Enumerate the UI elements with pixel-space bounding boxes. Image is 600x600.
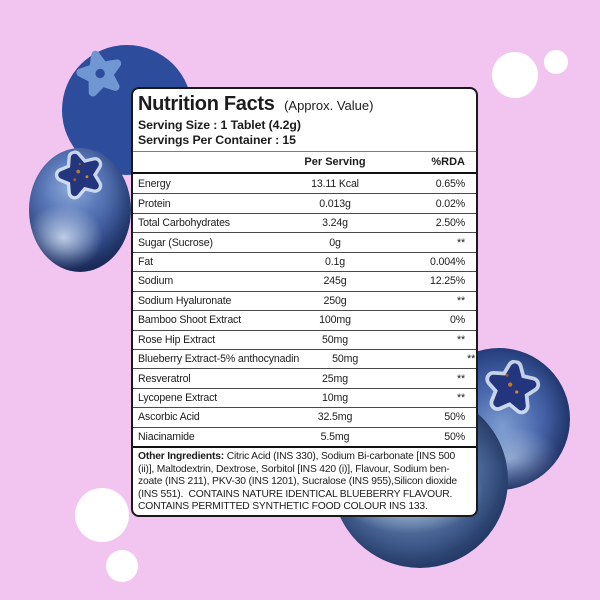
nutrition-rows: Energy 13.11 Kcal 0.65% Protein 0.013g 0… — [133, 174, 476, 446]
label-title-suffix: (Approx. Value) — [284, 98, 374, 113]
nutrient-name: Sugar (Sucrose) — [138, 236, 213, 249]
bubble-circle — [492, 52, 538, 98]
ingredients-line: (ii)], Maltodextrin, Dextrose, Sorbitol … — [138, 463, 450, 475]
nutrient-amount: 25mg — [322, 372, 348, 385]
nutrient-amount: 13.11 Kcal — [311, 177, 359, 190]
nutrient-rda: ** — [457, 333, 465, 346]
calyx-star-icon — [54, 150, 103, 200]
table-row: Bamboo Shoot Extract 100mg 0% — [133, 310, 476, 329]
nutrition-facts-label: Nutrition Facts (Approx. Value) Serving … — [131, 87, 478, 517]
table-row: Niacinamide 5.5mg 50% — [133, 426, 476, 446]
nutrient-name: Sodium — [138, 275, 174, 288]
star-icon — [76, 50, 122, 97]
nutrient-amount: 0.1g — [324, 255, 346, 268]
nutrient-name: Lycopene Extract — [138, 392, 218, 405]
table-row: Fat 0.1g 0.004% — [133, 251, 476, 271]
nutrient-name: Niacinamide — [138, 430, 195, 443]
nutrient-amount: 5.5mg — [320, 430, 350, 443]
table-row: Sodium 245g 12.25% — [133, 271, 476, 290]
nutrient-amount: 100mg — [319, 314, 351, 327]
table-row: Ascorbic Acid 32.5mg 50% — [133, 407, 476, 426]
nutrient-amount: 10mg — [322, 392, 348, 405]
nutrient-rda: 2.50% — [435, 217, 465, 230]
nutrient-name: Bamboo Shoot Extract — [138, 314, 241, 327]
nutrient-name: Fat — [138, 255, 153, 268]
table-row: Resveratrol 25mg ** — [133, 368, 476, 387]
nutrient-rda: ** — [457, 294, 465, 307]
ingredients-line: zoate (INS 211), PKV-30 (INS 1201), Sucr… — [138, 476, 457, 488]
serving-size: Serving Size : 1 Tablet (4.2g) — [138, 118, 301, 132]
nutrient-name: Sodium Hyaluronate — [138, 294, 232, 307]
divider-thick — [133, 172, 476, 174]
nutrient-amount: 3.24g — [322, 217, 348, 230]
nutrient-amount: 0g — [329, 236, 341, 249]
nutrient-rda: 50% — [444, 411, 465, 424]
table-row: Rose Hip Extract 50mg ** — [133, 329, 476, 349]
nutrient-rda: ** — [457, 392, 465, 405]
nutrient-rda: 0.02% — [435, 197, 465, 210]
nutrient-rda: 50% — [444, 430, 465, 443]
bubble-circle — [75, 488, 129, 542]
header-per-serving: Per Serving — [304, 156, 366, 168]
header-rda: %RDA — [431, 156, 465, 168]
table-row: Sugar (Sucrose) 0g ** — [133, 232, 476, 251]
nutrient-name: Protein — [138, 197, 171, 210]
table-row: Total Carbohydrates 3.24g 2.50% — [133, 212, 476, 232]
nutrient-name: Rose Hip Extract — [138, 333, 216, 346]
table-row: Protein 0.013g 0.02% — [133, 193, 476, 212]
label-title-row: Nutrition Facts (Approx. Value) — [138, 93, 465, 116]
label-title: Nutrition Facts — [138, 93, 275, 115]
nutrient-rda: 0% — [449, 314, 465, 327]
nutrient-rda: 0.004% — [429, 255, 465, 268]
servings-per-container: Servings Per Container : 15 — [138, 132, 296, 147]
nutrient-amount: 250g — [323, 294, 347, 307]
divider-thick — [133, 446, 476, 449]
nutrient-name: Energy — [138, 177, 171, 190]
nutrient-rda: ** — [457, 236, 465, 249]
nutrient-amount: 32.5mg — [317, 411, 353, 424]
nutrient-name: Resveratrol — [138, 372, 191, 385]
ingredients-line: (INS 551). CONTAINS NATURE IDENTICAL BLU… — [138, 488, 453, 500]
nutrient-amount: 0.013g — [319, 197, 351, 210]
calyx-star-icon — [485, 359, 541, 415]
other-ingredients: Other Ingredients: Citric Acid (INS 330)… — [138, 451, 465, 514]
blueberry-left — [29, 148, 131, 272]
nutrient-rda: ** — [467, 353, 476, 366]
nutrient-name: Blueberry Extract-5% anthocynadin — [138, 353, 300, 366]
nutrient-rda: 0.65% — [435, 177, 465, 190]
nutrient-amount: 50mg — [332, 353, 359, 366]
nutrient-name: Ascorbic Acid — [138, 411, 200, 424]
bubble-circle — [544, 50, 568, 74]
ingredients-line: Other Ingredients: Citric Acid (INS 330)… — [138, 451, 456, 463]
nutrient-amount: 245g — [323, 275, 347, 288]
nutrient-amount: 50mg — [322, 333, 348, 346]
table-header-row: Per Serving %RDA — [138, 152, 465, 172]
nutrient-rda: ** — [457, 372, 465, 385]
ingredients-line: CONTAINS PERMITTED SYNTHETIC FOOD COLOUR… — [138, 501, 428, 513]
table-row: Energy 13.11 Kcal 0.65% — [133, 174, 476, 193]
table-row: Sodium Hyaluronate 250g ** — [133, 290, 476, 310]
divider-thin — [133, 151, 476, 152]
bubble-circle — [106, 550, 138, 582]
table-row: Blueberry Extract-5% anthocynadin 50mg *… — [133, 348, 476, 368]
nutrient-name: Total Carbohydrates — [138, 217, 230, 230]
nutrient-rda: 12.25% — [429, 275, 465, 288]
table-row: Lycopene Extract 10mg ** — [133, 387, 476, 407]
